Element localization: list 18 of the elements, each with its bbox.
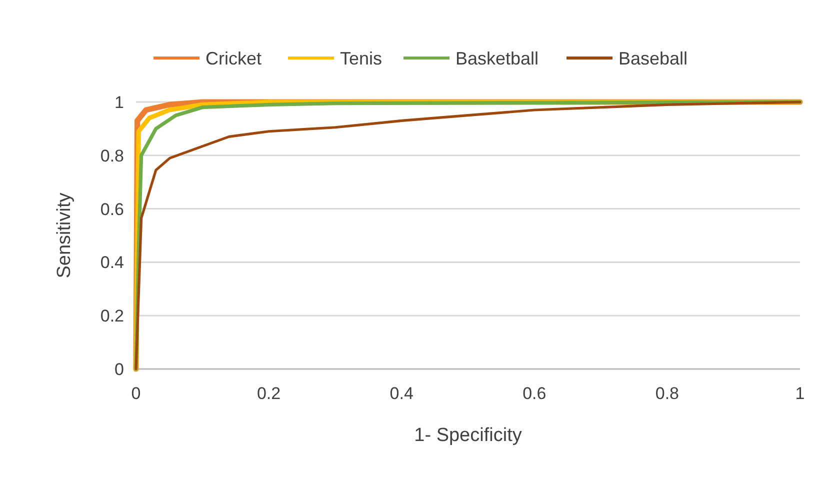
y-tick-label: 0.8 bbox=[100, 146, 124, 166]
legend-label: Basketball bbox=[456, 48, 539, 68]
x-tick-label: 0.4 bbox=[390, 384, 414, 403]
x-tick-label: 1 bbox=[795, 384, 805, 403]
x-tick-label: 0.6 bbox=[522, 384, 546, 403]
x-tick-label: 0.2 bbox=[256, 384, 281, 403]
y-tick-label: 0.6 bbox=[100, 200, 124, 219]
x-axis-title: 1- Specificity bbox=[414, 425, 522, 446]
legend-label: Baseball bbox=[618, 48, 688, 68]
y-tick-label: 1 bbox=[114, 92, 124, 112]
y-axis-title: Sensitivity bbox=[54, 192, 75, 278]
y-tick-label: 0.2 bbox=[100, 306, 124, 326]
x-tick-label: 0.8 bbox=[655, 384, 680, 403]
legend-label: Cricket bbox=[206, 48, 262, 68]
legend-label: Tenis bbox=[340, 48, 382, 68]
x-tick-label: 0 bbox=[131, 384, 141, 403]
y-tick-label: 0.4 bbox=[100, 253, 124, 272]
y-tick-label: 0 bbox=[114, 360, 124, 379]
